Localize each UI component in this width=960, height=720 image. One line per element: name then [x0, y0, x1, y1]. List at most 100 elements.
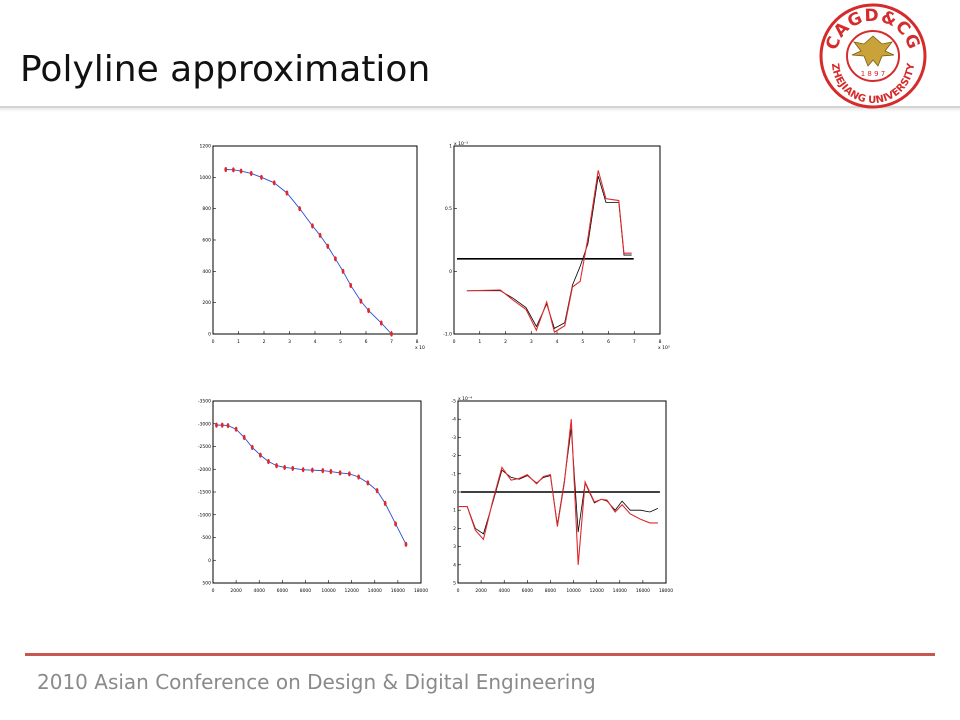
data-point — [239, 168, 243, 174]
data-point — [232, 167, 235, 173]
y-tick-label: -4 — [452, 417, 457, 423]
data-point — [267, 458, 270, 465]
data-point — [347, 471, 351, 477]
data-point — [329, 468, 333, 475]
y-tick-label: 400 — [202, 269, 211, 275]
y-tick-label: 5 — [453, 581, 456, 587]
data-point — [310, 467, 314, 473]
x-tick-label: 4000 — [498, 588, 510, 594]
x-tick-label: 6000 — [277, 588, 289, 594]
data-point — [215, 422, 218, 428]
x-tick-label: 18000 — [414, 588, 428, 594]
footer-text: 2010 Asian Conference on Design & Digita… — [37, 670, 596, 694]
y-tick-label: 600 — [202, 238, 211, 244]
data-point — [334, 256, 337, 262]
footer-rule — [25, 653, 935, 656]
data-point — [404, 541, 408, 547]
title-rule-shadow — [0, 108, 960, 112]
data-point — [321, 468, 325, 474]
data-point — [301, 467, 305, 473]
y-tick-label: -1500 — [198, 490, 211, 496]
data-point — [260, 174, 263, 180]
x-tick-label: 6 — [365, 339, 368, 345]
data-point — [291, 465, 295, 471]
x-tick-label: 2 — [263, 339, 266, 345]
x-tick-label: 0 — [212, 588, 215, 594]
plot-frame — [212, 145, 418, 335]
x-tick-label: 0 — [212, 339, 215, 345]
y-tick-label: -1.0 — [443, 332, 452, 338]
x-tick-label: 8 — [659, 339, 662, 345]
data-point — [318, 232, 322, 238]
data-point — [357, 474, 360, 480]
x-tick-label: 16000 — [636, 588, 650, 594]
x-tick-label: 7 — [633, 339, 636, 345]
data-point — [359, 298, 363, 304]
logo-eagle-icon — [851, 35, 895, 67]
y-tick-label: -5 — [452, 399, 457, 405]
series-line — [225, 169, 392, 335]
y-tick-label: 2 — [453, 526, 456, 532]
x-tick-label: 4000 — [253, 588, 265, 594]
y-tick-label: -3500 — [198, 399, 211, 405]
x-tick-label: 5 — [581, 339, 584, 345]
x-tick-label: 5 — [339, 339, 342, 345]
x-tick-label: 0 — [453, 339, 456, 345]
x-tick-label: 18000 — [659, 588, 673, 594]
x-tick-label: 6 — [607, 339, 610, 345]
y-tick-label: -3000 — [198, 421, 211, 427]
university-logo: CAGD&CG ZHEJIANG UNIVERSITY 1 8 9 7 — [818, 2, 928, 110]
x-tick-label: 1 — [478, 339, 481, 345]
y-tick-label: 3 — [453, 544, 456, 550]
y-tick-label: -2000 — [198, 467, 211, 473]
y-tick-label: 0 — [453, 490, 456, 496]
series-line-approx — [466, 170, 632, 333]
x-tick-label: 3 — [530, 339, 533, 345]
data-point — [285, 190, 289, 196]
y-tick-label: 1200 — [200, 144, 212, 150]
x-tick-label: 7 — [390, 339, 393, 345]
y-tick-label: -2500 — [198, 444, 211, 450]
x-tick-label: 14000 — [368, 588, 382, 594]
y-tick-label: 4 — [453, 562, 456, 568]
data-point — [272, 180, 276, 186]
x-tick-label: 2000 — [475, 588, 487, 594]
data-point — [283, 464, 287, 471]
data-point — [249, 170, 253, 177]
data-point — [220, 422, 224, 428]
y-exponent-label: x 10⁻⁴ — [458, 396, 472, 402]
x-tick-label: 2000 — [230, 588, 242, 594]
data-point — [338, 470, 342, 476]
data-point — [326, 243, 330, 249]
y-tick-label: 1 — [453, 508, 456, 514]
y-tick-label: -1 — [452, 471, 457, 477]
x-tick-label: 10000 — [321, 588, 335, 594]
y-tick-label: 1 — [449, 144, 452, 150]
x-tick-label: 8 — [416, 339, 419, 345]
data-point — [379, 320, 383, 326]
data-point — [390, 331, 393, 337]
title-rule — [0, 106, 960, 108]
x-tick-label: 4 — [314, 339, 317, 345]
data-point — [349, 282, 353, 289]
y-tick-label: -3 — [452, 435, 457, 441]
y-tick-label: 0 — [208, 332, 211, 338]
y-exponent-label: x 10⁻³ — [454, 141, 468, 147]
plot-frame — [453, 145, 661, 335]
data-point — [394, 521, 397, 527]
x-tick-label: 8000 — [300, 588, 312, 594]
data-point — [234, 426, 238, 432]
x-tick-label: 10000 — [566, 588, 580, 594]
logo-inner-ring — [846, 30, 900, 82]
data-point — [258, 452, 262, 458]
chart-profile-error: 0 2000 4000 6000 8000 10000 12000 14000 16000 180… — [452, 396, 674, 594]
data-point — [226, 422, 230, 429]
y-tick-label: 500 — [202, 581, 211, 587]
x-tick-label: 12000 — [345, 588, 359, 594]
x-tick-label: 1 — [237, 339, 240, 345]
plot-frame — [212, 400, 422, 584]
y-tick-label: -1000 — [198, 512, 211, 518]
x-tick-label: 0 — [457, 588, 460, 594]
data-point — [224, 166, 228, 173]
